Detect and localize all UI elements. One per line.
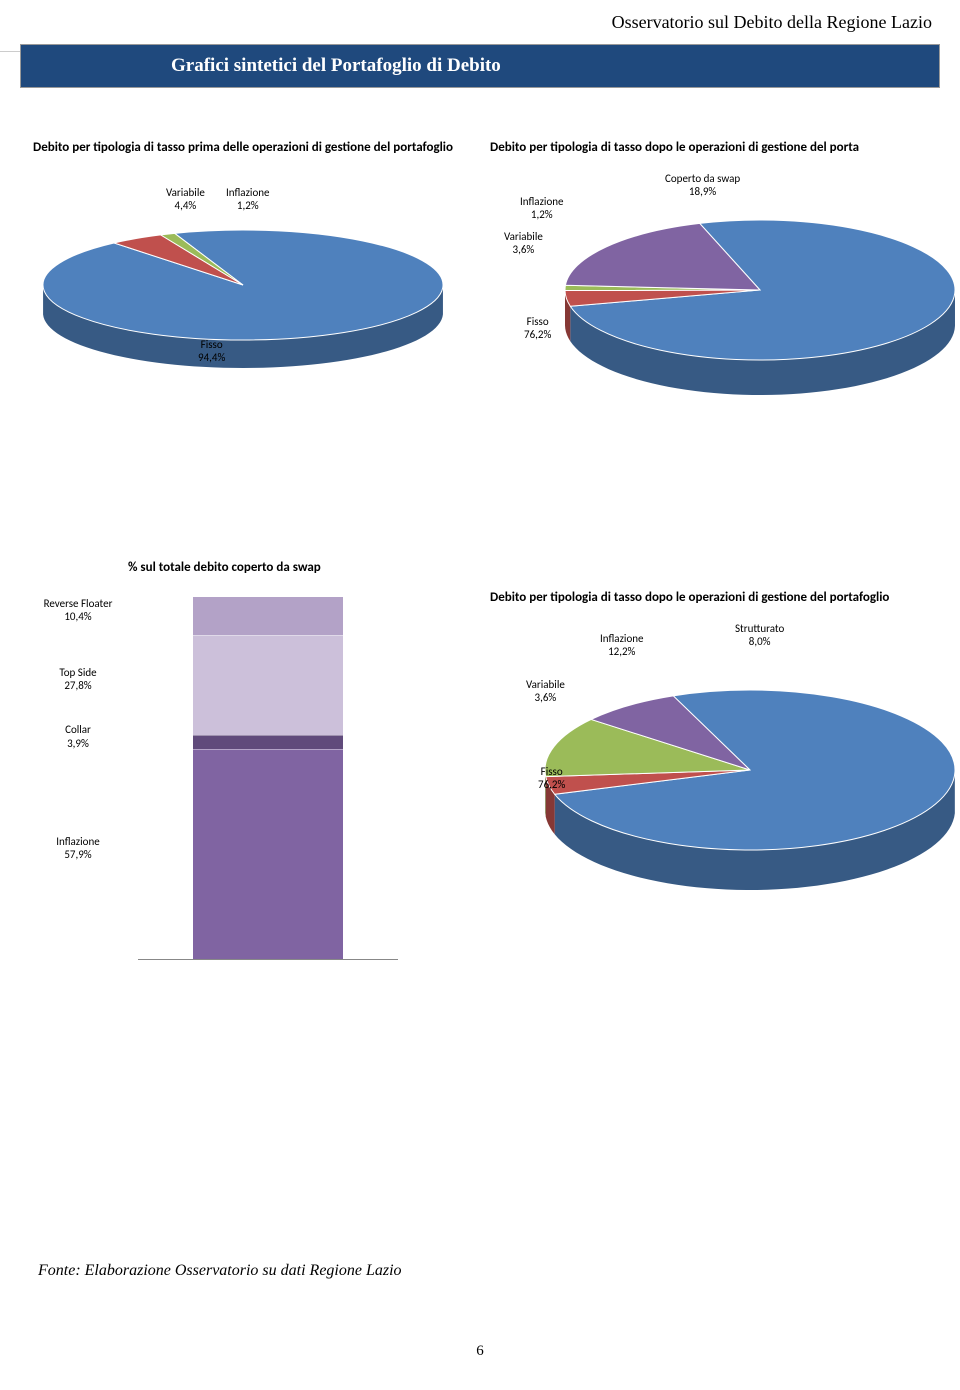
stack-seg-topside (193, 635, 343, 736)
banner-title: Grafici sintetici del Portafoglio di Deb… (20, 44, 940, 88)
pie2-label-variabile-pct: 3,6% (504, 243, 543, 256)
stack-plot-area (138, 590, 398, 960)
stack-label-inflazione_s: Inflazione57,9% (28, 835, 128, 861)
pie1-label-fisso-name: Fisso (201, 338, 223, 351)
pie2-label-fisso-name: Fisso (527, 315, 549, 328)
pie2-label-swap-name: Coperto da swap (665, 172, 740, 185)
pie-chart-prima: Debito per tipologia di tasso prima dell… (28, 140, 458, 420)
pie1-label-inflazione-name: Inflazione (226, 186, 270, 199)
pie1-label-variabile-name: Variabile (166, 186, 205, 199)
pie3-label-inflazione: Inflazione 12,2% (600, 632, 644, 658)
stack-seg-inflazione_s (193, 749, 343, 959)
pie1-title: Debito per tipologia di tasso prima dell… (28, 140, 458, 155)
pie3-label-variabile-name: Variabile (526, 678, 565, 691)
pie2-label-fisso-pct: 76,2% (524, 328, 551, 341)
pie3-label-variabile: Variabile 3,6% (526, 678, 565, 704)
stack-bar (193, 597, 343, 959)
pie2-label-inflazione-name: Inflazione (520, 195, 564, 208)
pie2-label-swap: Coperto da swap 18,9% (665, 172, 740, 198)
stack-label-topside: Top Side27,8% (28, 666, 128, 692)
pie1-label-variabile-pct: 4,4% (166, 199, 205, 212)
page-number: 6 (476, 1343, 484, 1360)
pie3-label-strutturato-name: Strutturato (735, 622, 784, 635)
stack-label-collar: Collar3,9% (28, 723, 128, 749)
pie3-label-inflazione-pct: 12,2% (600, 645, 644, 658)
pie1-label-inflazione-pct: 1,2% (226, 199, 270, 212)
pie2-label-fisso: Fisso 76,2% (524, 315, 551, 341)
stack-seg-collar (193, 735, 343, 749)
pie-chart-dopo-2: Debito per tipologia di tasso dopo le op… (430, 590, 960, 920)
pie2-label-swap-pct: 18,9% (665, 185, 740, 198)
pie3-label-strutturato: Strutturato 8,0% (735, 622, 784, 648)
pie2-title: Debito per tipologia di tasso dopo le op… (460, 140, 960, 155)
pie3-svg (430, 605, 960, 905)
pie1-label-fisso-pct: 94,4% (198, 351, 225, 364)
stack-label-reverse: Reverse Floater10,4% (28, 597, 128, 623)
pie3-label-strutturato-pct: 8,0% (735, 635, 784, 648)
pie3-label-fisso-name: Fisso (541, 765, 563, 778)
stack-seg-reverse (193, 597, 343, 635)
pie3-label-inflazione-name: Inflazione (600, 632, 644, 645)
stacked-bar-swap: % sul totale debito coperto da swap Reve… (28, 560, 418, 980)
pie1-label-inflazione: Inflazione 1,2% (226, 186, 270, 212)
pie2-label-variabile: Variabile 3,6% (504, 230, 543, 256)
pie1-label-fisso: Fisso 94,4% (198, 338, 225, 364)
stack-title: % sul totale debito coperto da swap (28, 560, 418, 575)
pie2-label-inflazione: Inflazione 1,2% (520, 195, 564, 221)
pie2-label-inflazione-pct: 1,2% (520, 208, 564, 221)
pie3-label-fisso: Fisso 76,2% (538, 765, 565, 791)
page-header: Osservatorio sul Debito della Regione La… (612, 12, 932, 33)
pie3-label-fisso-pct: 76,2% (538, 778, 565, 791)
pie2-label-variabile-name: Variabile (504, 230, 543, 243)
source-text: Fonte: Elaborazione Osservatorio su dati… (38, 1262, 402, 1280)
pie3-label-variabile-pct: 3,6% (526, 691, 565, 704)
pie-chart-dopo-1: Debito per tipologia di tasso dopo le op… (460, 140, 960, 420)
pie3-title: Debito per tipologia di tasso dopo le op… (430, 590, 960, 605)
pie1-label-variabile: Variabile 4,4% (166, 186, 205, 212)
